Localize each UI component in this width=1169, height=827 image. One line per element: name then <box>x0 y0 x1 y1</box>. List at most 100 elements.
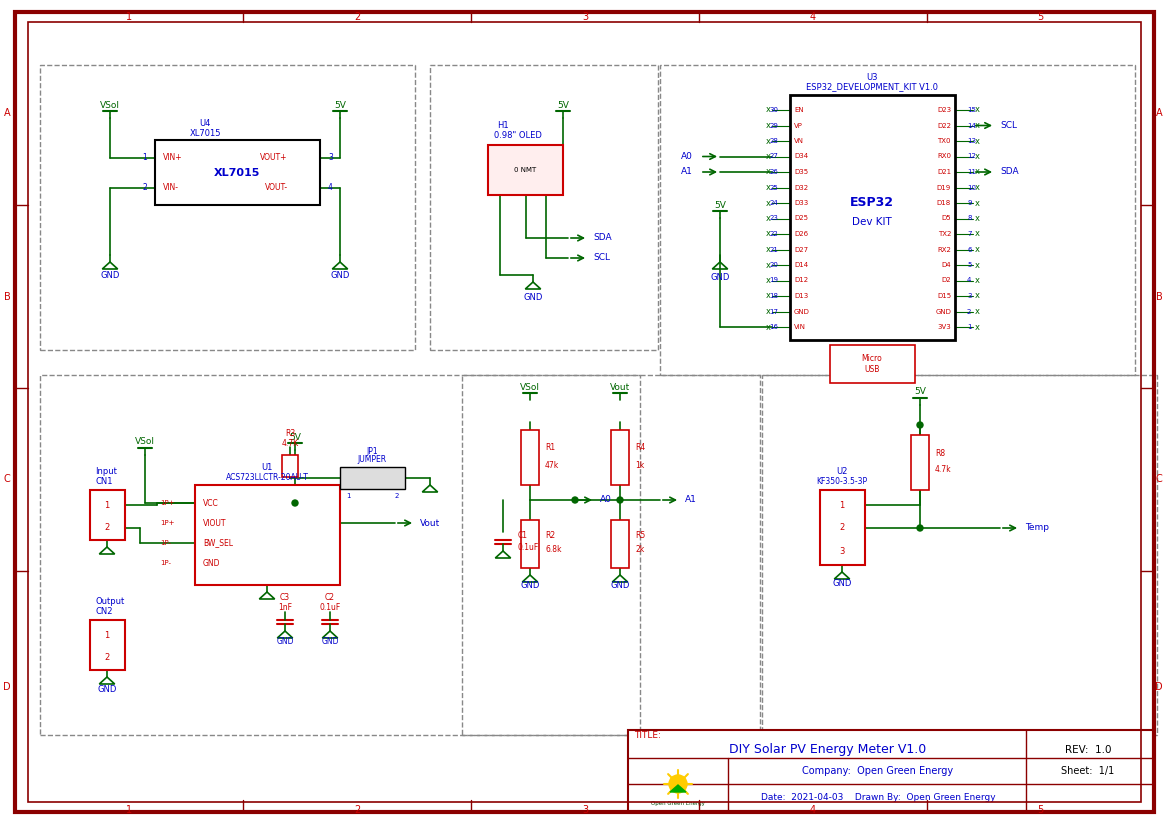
Text: R4: R4 <box>635 443 645 452</box>
Text: XL7015: XL7015 <box>189 130 221 138</box>
Text: RX2: RX2 <box>938 246 952 252</box>
Text: XL7015: XL7015 <box>214 168 261 178</box>
Text: 5V: 5V <box>289 433 300 442</box>
Text: A0: A0 <box>682 152 693 161</box>
Text: VIN: VIN <box>794 324 805 330</box>
Text: SDA: SDA <box>593 233 611 242</box>
Text: Micro
USB: Micro USB <box>862 354 883 374</box>
Bar <box>660 65 1135 375</box>
Text: C2: C2 <box>325 594 336 603</box>
Text: 23: 23 <box>769 216 779 222</box>
Text: U3: U3 <box>866 73 878 82</box>
Text: VN: VN <box>794 138 804 144</box>
Text: B: B <box>1156 291 1162 302</box>
Text: x: x <box>975 230 980 238</box>
Text: 1P-: 1P- <box>160 540 171 546</box>
Text: x: x <box>975 214 980 223</box>
Text: R5: R5 <box>635 532 645 541</box>
Text: 20: 20 <box>769 262 779 268</box>
Text: 12: 12 <box>967 154 976 160</box>
Text: Date:  2021-04-03    Drawn By:  Open Green Energy: Date: 2021-04-03 Drawn By: Open Green En… <box>761 793 995 802</box>
Text: 3: 3 <box>967 293 971 299</box>
Text: 1: 1 <box>967 324 971 330</box>
Bar <box>40 65 415 350</box>
Text: 3V3: 3V3 <box>938 324 952 330</box>
Text: x: x <box>766 214 770 223</box>
Text: x: x <box>766 106 770 114</box>
Text: 13: 13 <box>967 138 976 144</box>
Text: 3: 3 <box>328 154 333 162</box>
Circle shape <box>292 500 298 506</box>
Bar <box>762 375 1157 735</box>
Text: D: D <box>1155 681 1163 691</box>
Text: CN2: CN2 <box>95 608 112 616</box>
Text: 0.1uF: 0.1uF <box>518 543 539 552</box>
Text: x: x <box>975 121 980 130</box>
Text: 30: 30 <box>769 107 779 113</box>
Text: 1P+: 1P+ <box>160 500 174 506</box>
Text: Output: Output <box>95 597 124 606</box>
Text: VIOUT: VIOUT <box>203 519 227 528</box>
Text: D13: D13 <box>794 293 808 299</box>
Text: 29: 29 <box>769 122 779 128</box>
Text: A1: A1 <box>685 495 697 504</box>
Text: D14: D14 <box>794 262 808 268</box>
Text: GND: GND <box>524 293 542 302</box>
Text: 4: 4 <box>967 278 971 284</box>
Text: x: x <box>766 230 770 238</box>
Text: 24: 24 <box>769 200 779 206</box>
Text: A1: A1 <box>682 168 693 176</box>
Text: VSol: VSol <box>134 437 155 447</box>
Text: x: x <box>766 261 770 270</box>
Text: VOUT-: VOUT- <box>265 184 288 193</box>
Text: x: x <box>975 276 980 285</box>
Text: CN1: CN1 <box>95 477 112 486</box>
Text: 21: 21 <box>769 246 779 252</box>
Text: D23: D23 <box>936 107 952 113</box>
Text: 4: 4 <box>810 805 816 815</box>
Text: x: x <box>766 307 770 316</box>
Text: VP: VP <box>794 122 803 128</box>
Text: 2: 2 <box>967 308 971 314</box>
Text: x: x <box>975 323 980 332</box>
Text: 0 NMT: 0 NMT <box>514 167 537 173</box>
Text: 1: 1 <box>839 500 845 509</box>
Text: VIN-: VIN- <box>162 184 179 193</box>
Text: JP1: JP1 <box>366 447 378 456</box>
Text: D19: D19 <box>936 184 952 190</box>
Text: D15: D15 <box>936 293 952 299</box>
Text: REV:  1.0: REV: 1.0 <box>1065 745 1112 755</box>
Text: R8: R8 <box>935 448 945 457</box>
Text: JUMPER: JUMPER <box>358 456 387 465</box>
Text: Open Green Energy: Open Green Energy <box>651 801 705 805</box>
Bar <box>819 490 865 565</box>
Circle shape <box>916 525 924 531</box>
Text: 2: 2 <box>839 523 845 533</box>
Text: VOUT+: VOUT+ <box>260 154 288 162</box>
Text: D22: D22 <box>938 122 952 128</box>
Text: 10: 10 <box>967 184 976 190</box>
Text: 4: 4 <box>810 12 816 22</box>
Text: D25: D25 <box>794 216 808 222</box>
Text: 11: 11 <box>967 169 976 175</box>
Text: ACS723LLCTR-20AU-T: ACS723LLCTR-20AU-T <box>226 472 309 481</box>
Bar <box>790 95 955 340</box>
Text: 19: 19 <box>769 278 779 284</box>
Text: ESP32_DEVELOPMENT_KIT V1.0: ESP32_DEVELOPMENT_KIT V1.0 <box>805 83 938 92</box>
Text: EN: EN <box>794 107 803 113</box>
Text: 1: 1 <box>104 630 110 639</box>
Text: x: x <box>975 183 980 192</box>
Text: 9: 9 <box>967 200 971 206</box>
Text: 17: 17 <box>769 308 779 314</box>
Text: 28: 28 <box>769 138 779 144</box>
Text: B: B <box>4 291 11 302</box>
Text: 2: 2 <box>354 805 360 815</box>
Text: SCL: SCL <box>999 121 1017 130</box>
Text: x: x <box>766 245 770 254</box>
Text: 0.1uF: 0.1uF <box>319 604 340 613</box>
Text: x: x <box>975 136 980 146</box>
Text: RX0: RX0 <box>938 154 952 160</box>
Text: 2k: 2k <box>635 546 644 554</box>
Text: U4: U4 <box>199 119 210 128</box>
Text: TITLE:: TITLE: <box>634 732 660 740</box>
